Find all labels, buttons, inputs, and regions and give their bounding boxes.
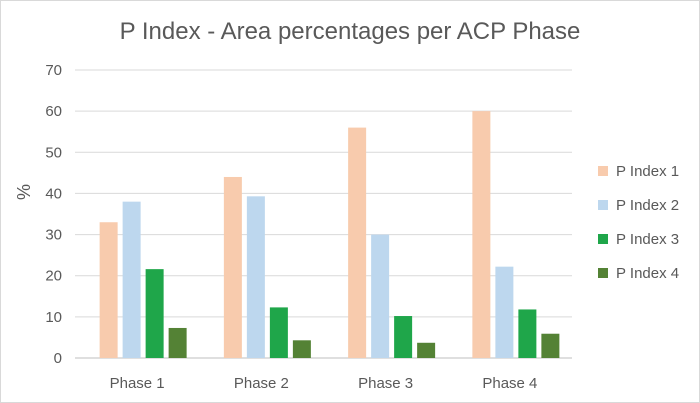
y-tick-label: 40 — [45, 185, 62, 202]
bar-p-index-1-phase-3 — [348, 127, 367, 358]
bar-p-index-4-phase-3 — [417, 342, 436, 358]
bar-p-index-1-phase-2 — [223, 176, 242, 358]
y-tick-label: 10 — [45, 309, 62, 326]
y-tick-label: 20 — [45, 268, 62, 285]
legend-swatch — [598, 234, 608, 244]
y-tick-label: 70 — [45, 62, 62, 79]
chart-title: P Index - Area percentages per ACP Phase — [119, 18, 581, 45]
legend-swatch — [598, 200, 608, 210]
bar-p-index-2-phase-4 — [495, 266, 514, 358]
x-tick-label: Phase 1 — [110, 375, 165, 392]
bar-p-index-4-phase-1 — [168, 327, 187, 358]
legend-label: P Index 2 — [616, 197, 679, 214]
legend-label: P Index 1 — [616, 163, 679, 180]
bar-p-index-3-phase-4 — [518, 309, 537, 358]
y-tick-label: 0 — [54, 350, 62, 367]
bar-p-index-4-phase-2 — [292, 340, 311, 358]
y-tick-label: 60 — [45, 103, 62, 120]
bar-p-index-1-phase-4 — [472, 111, 491, 359]
bar-p-index-2-phase-3 — [371, 234, 390, 358]
bar-p-index-3-phase-1 — [145, 269, 164, 358]
x-tick-label: Phase 3 — [358, 375, 413, 392]
x-tick-label: Phase 2 — [234, 375, 289, 392]
legend-label: P Index 4 — [616, 265, 679, 282]
legend-swatch — [598, 268, 608, 278]
bar-p-index-2-phase-2 — [246, 196, 265, 358]
legend-swatch — [598, 166, 608, 176]
bar-p-index-4-phase-4 — [541, 333, 560, 358]
y-tick-label: 50 — [45, 144, 62, 161]
y-tick-label: 30 — [45, 227, 62, 244]
bar-p-index-2-phase-1 — [122, 201, 141, 358]
x-tick-label: Phase 4 — [482, 375, 537, 392]
legend-label: P Index 3 — [616, 231, 679, 248]
bar-p-index-3-phase-2 — [269, 307, 288, 358]
bar-p-index-1-phase-1 — [99, 222, 118, 358]
bar-p-index-3-phase-3 — [394, 316, 413, 358]
